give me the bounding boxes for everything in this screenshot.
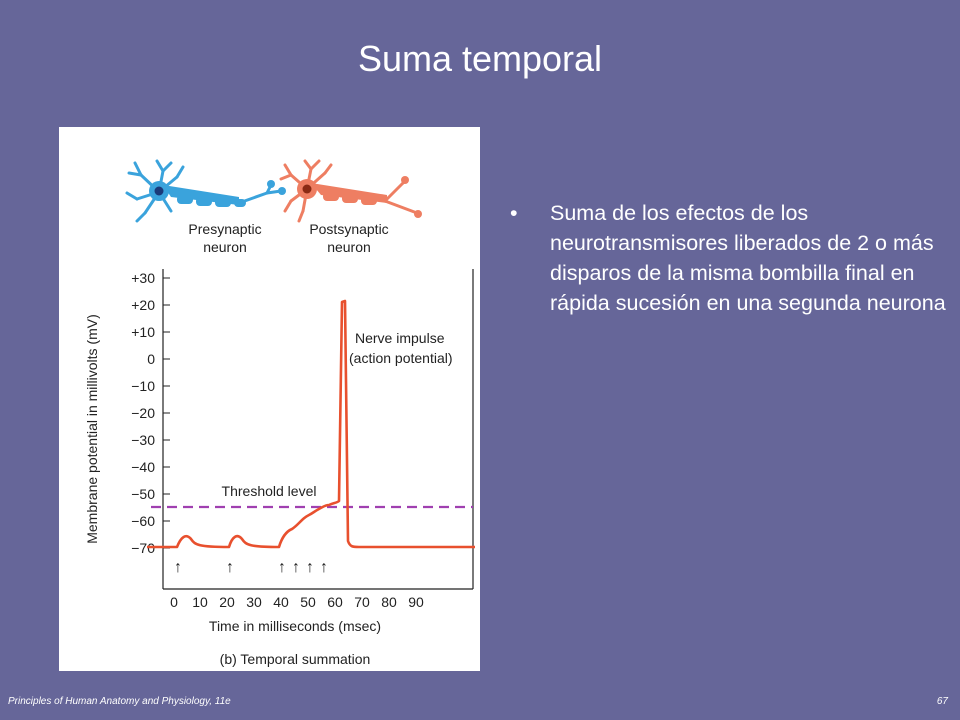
- stimulus-arrow-icon: ↑: [306, 559, 314, 576]
- postsynaptic-label-line2: neuron: [327, 239, 371, 255]
- y-tick-label: −50: [131, 486, 155, 502]
- x-tick-label: 40: [273, 594, 289, 610]
- y-tick-label: −10: [131, 378, 155, 394]
- stimulus-arrow-icon: ↑: [292, 559, 300, 576]
- bullet-item: • Suma de los efectos de los neurotransm…: [510, 198, 950, 318]
- nerve-impulse-label-line2: (action potential): [349, 350, 453, 366]
- slide-title: Suma temporal: [357, 38, 603, 79]
- y-tick-label: −70: [131, 540, 155, 556]
- postsynaptic-label-line1: Postsynaptic: [309, 221, 388, 237]
- bullet-marker: •: [510, 201, 518, 225]
- stimulus-arrow-icon: ↑: [226, 559, 234, 576]
- y-tick-label: +20: [131, 297, 155, 313]
- y-tick-label: +30: [131, 270, 155, 286]
- stimulus-arrow-icon: ↑: [278, 559, 286, 576]
- y-tick-label: +10: [131, 324, 155, 340]
- y-tick-label: −40: [131, 459, 155, 475]
- temporal-summation-figure: Presynaptic neuron Postsynaptic neuron +…: [59, 127, 480, 671]
- y-tick-label: 0: [147, 351, 155, 367]
- stimulus-arrow-icon: ↑: [174, 559, 182, 576]
- x-tick-label: 50: [300, 594, 316, 610]
- figure-caption: (b) Temporal summation: [220, 651, 371, 667]
- figure-svg: Presynaptic neuron Postsynaptic neuron +…: [84, 159, 475, 667]
- x-tick-label: 10: [192, 594, 208, 610]
- x-axis-label: Time in milliseconds (msec): [209, 618, 381, 634]
- footer-source: Principles of Human Anatomy and Physiolo…: [8, 696, 231, 707]
- x-tick-label: 30: [246, 594, 262, 610]
- x-tick-label: 80: [381, 594, 397, 610]
- stimulus-arrows: ↑ ↑ ↑ ↑ ↑ ↑: [174, 559, 328, 576]
- x-tick-label: 90: [408, 594, 424, 610]
- stimulus-arrow-icon: ↑: [320, 559, 328, 576]
- x-ticks: 0 10 20 30 40 50 60 70 80 90: [170, 594, 424, 610]
- x-tick-label: 20: [219, 594, 235, 610]
- presynaptic-neuron-illustration: [125, 159, 286, 223]
- y-axis-label: Membrane potential in millivolts (mV): [84, 314, 100, 544]
- x-tick-label: 70: [354, 594, 370, 610]
- bullet-list: • Suma de los efectos de los neurotransm…: [510, 198, 950, 318]
- presynaptic-label-line2: neuron: [203, 239, 247, 255]
- membrane-potential-trace: [147, 299, 475, 549]
- bullet-text: Suma de los efectos de los neurotransmis…: [550, 201, 946, 315]
- x-tick-label: 60: [327, 594, 343, 610]
- y-tick-label: −20: [131, 405, 155, 421]
- threshold-label: Threshold level: [222, 483, 317, 499]
- y-ticks: +30 +20 +10 0 −10 −20 −30 −40 −50 −60 −7…: [131, 270, 170, 556]
- nerve-impulse-label-line1: Nerve impulse: [355, 330, 445, 346]
- y-tick-label: −30: [131, 432, 155, 448]
- y-tick-label: −60: [131, 513, 155, 529]
- x-tick-label: 0: [170, 594, 178, 610]
- postsynaptic-neuron-illustration: [279, 159, 422, 223]
- presynaptic-label-line1: Presynaptic: [188, 221, 261, 237]
- page-number: 67: [936, 696, 948, 707]
